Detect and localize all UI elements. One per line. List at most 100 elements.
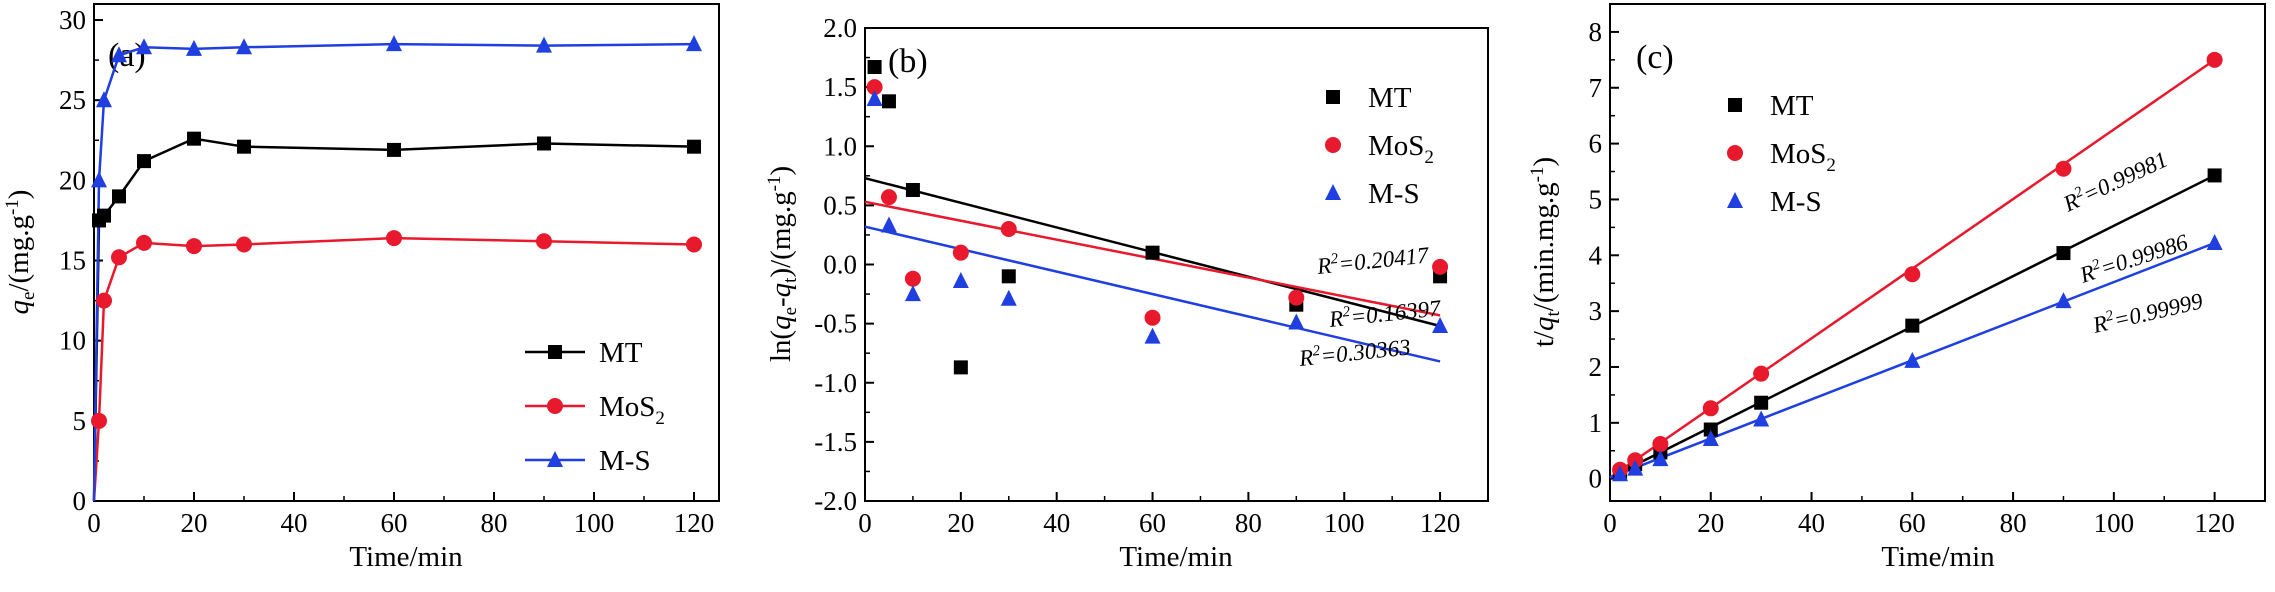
m-s-legend-marker [547, 451, 563, 467]
r2-value: =0.30363 [1319, 334, 1411, 368]
series-lines [92, 42, 695, 502]
panel-a: (a) Time/min qe/(mg.g-1) 0 20 40 60 80 100 120… [2, 3, 720, 573]
mos2-marker [1288, 289, 1305, 306]
x-tick-label: 60 [1139, 508, 1166, 538]
mos2-marker [2206, 51, 2223, 68]
y-tick-label: 2.0 [823, 13, 857, 43]
legend-label: M-S [599, 445, 651, 477]
mt-marker [187, 131, 201, 146]
x-tick-label: 60 [381, 508, 408, 538]
x-axis-title: Time/min [349, 541, 463, 573]
m-s-marker [536, 36, 552, 53]
y-tick-label: -1.5 [814, 427, 857, 457]
legend-label: MT [1368, 82, 1412, 114]
legend-label: MoS2 [1368, 130, 1434, 168]
m-s-marker [1000, 289, 1017, 306]
m-s-marker [1702, 430, 1719, 447]
m-s-marker [1288, 313, 1305, 330]
x-tick-label: 100 [574, 508, 615, 538]
legend-label: M-S [1368, 178, 1420, 210]
mt-marker [1754, 395, 1769, 410]
m-s-marker [686, 35, 702, 52]
legend: MT MoS2 M-S [1727, 90, 1836, 218]
m-s-marker [2055, 292, 2072, 309]
r2-superscript: 2 [1342, 304, 1352, 321]
legend-label-subscript: 2 [1424, 147, 1434, 168]
legend-label: MoS2 [1770, 138, 1836, 176]
legend-label: MT [1770, 90, 1814, 122]
mt-marker [881, 94, 896, 109]
y-tick-label: 4 [1589, 240, 1603, 270]
mos2-marker [236, 236, 252, 253]
x-tick-label: 120 [674, 508, 715, 538]
y-tick-label: 15 [59, 246, 86, 276]
y-tick-label: 1.0 [823, 131, 857, 161]
x-tick-label: 60 [1899, 508, 1926, 538]
mos2-marker [1652, 436, 1669, 453]
mos2-series-line [92, 236, 695, 502]
m-s-marker [880, 216, 897, 233]
mt-legend-marker [548, 345, 562, 359]
m-s-marker [904, 285, 921, 302]
mt-marker [387, 142, 401, 157]
mos2-marker [1432, 258, 1449, 275]
r2-superscript: 2 [1312, 343, 1322, 360]
mt-marker [1001, 269, 1016, 284]
mos2-legend-marker [547, 398, 563, 414]
r2-value: =0.20417 [1337, 242, 1431, 276]
m-s-series-line [92, 42, 695, 502]
m-s-legend-marker [1325, 184, 1341, 200]
panel-c: (c) Time/min t/qt/(min.mg.g-1) 0 20 40 60 80… [1527, 3, 2266, 573]
mt-legend-marker [1326, 90, 1340, 104]
m-s-marker [1652, 450, 1669, 467]
mos2-marker [904, 270, 921, 287]
m-s-marker [1432, 316, 1449, 333]
mt-marker [867, 60, 882, 75]
x-tick-label: 100 [1324, 508, 1365, 538]
mt-marker [137, 154, 151, 169]
x-tick-label: 80 [1235, 508, 1262, 538]
m-s-marker [136, 38, 152, 55]
mos2-marker [1000, 221, 1017, 238]
r2-label: R2=0.20417 [1315, 241, 1431, 279]
y-axis-title: t/qt/(min.mg.g-1) [1527, 157, 1564, 347]
x-tick-label: 40 [281, 508, 308, 538]
y-tick-label: 1 [1589, 408, 1603, 438]
y-tick-label: -1.0 [814, 368, 857, 398]
r2-label: R2=0.30363 [1297, 333, 1412, 371]
series-markers [91, 35, 702, 429]
m-s-marker [91, 171, 107, 188]
mos2-marker [186, 238, 202, 255]
y-tick-label: 2 [1589, 352, 1603, 382]
mt-marker [237, 139, 251, 154]
m-s-marker [1144, 327, 1161, 344]
r2-superscript: 2 [1330, 251, 1340, 268]
mt-legend-marker [1728, 98, 1742, 112]
axis-ticks: 0 20 40 60 80 100 120 0 5 10 15 20 25 30 [59, 5, 714, 538]
y-tick-label: 5 [73, 406, 87, 436]
mos2-legend-marker [1727, 145, 1743, 161]
y-tick-label: 0.5 [823, 190, 857, 220]
legend: MT MoS2 M-S [525, 337, 665, 477]
mos2-marker [111, 249, 127, 266]
legend-label-subscript: 2 [655, 408, 665, 429]
m-s-marker [1904, 351, 1921, 368]
m-s-marker [386, 35, 402, 52]
y-tick-label: 10 [59, 326, 86, 356]
y-tick-label: 3 [1589, 296, 1603, 326]
panel-b: (b) Time/min ln(qe-qt)/(mg.g-1) 0 20 40 60 8… [764, 13, 1489, 573]
legend-label-subscript: 2 [1826, 155, 1836, 176]
mos2-marker [136, 234, 152, 251]
m-s-marker [952, 272, 969, 289]
r2-superscript: 2 [2104, 308, 2115, 325]
mos2-marker [536, 233, 552, 250]
legend-label: M-S [1770, 186, 1822, 218]
mos2-marker [2055, 160, 2072, 177]
x-tick-label: 20 [1697, 508, 1724, 538]
m-s-marker [96, 91, 112, 108]
mt-marker [953, 360, 968, 375]
m-s-marker [2206, 234, 2223, 251]
mt-marker [537, 136, 551, 151]
mos2-marker [96, 292, 112, 309]
panel-label: (c) [1636, 39, 1674, 76]
